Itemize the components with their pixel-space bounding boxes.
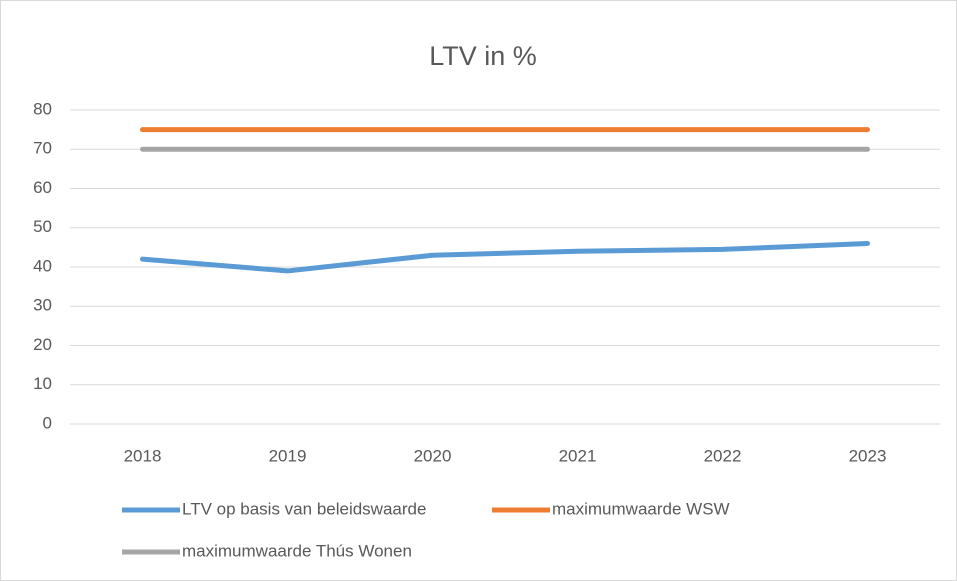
x-tick-label: 2020 (414, 446, 452, 465)
legend-label: maximumwaarde Thús Wonen (182, 541, 412, 560)
y-tick-label: 60 (33, 178, 52, 197)
x-tick-label: 2019 (269, 446, 307, 465)
y-tick-label: 10 (33, 374, 52, 393)
y-tick-label: 70 (33, 139, 52, 158)
legend-label: maximumwaarde WSW (552, 499, 730, 518)
y-tick-label: 20 (33, 335, 52, 354)
x-tick-label: 2023 (849, 446, 887, 465)
x-tick-label: 2018 (124, 446, 162, 465)
legend-label: LTV op basis van beleidswaarde (182, 499, 426, 518)
y-tick-label: 40 (33, 256, 52, 275)
y-tick-label: 30 (33, 296, 52, 315)
series-line (140, 240, 870, 274)
chart-title: LTV in % (429, 41, 537, 71)
x-tick-label: 2022 (704, 446, 742, 465)
y-tick-label: 80 (33, 99, 52, 118)
y-tick-label: 0 (43, 413, 52, 432)
y-tick-label: 50 (33, 217, 52, 236)
x-tick-label: 2021 (559, 446, 597, 465)
